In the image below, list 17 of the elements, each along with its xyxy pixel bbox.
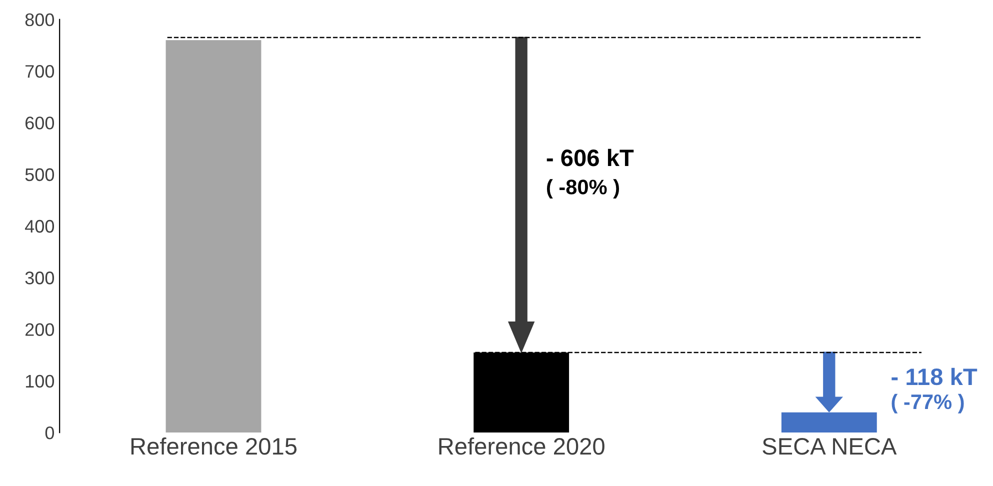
y-tick-label: 500: [25, 168, 54, 182]
x-tick-label: SECA NECA: [762, 438, 897, 455]
y-tick-label: 800: [25, 13, 54, 26]
y-tick-label: 0: [45, 426, 54, 440]
annotation: ( -80% ): [546, 179, 619, 199]
y-tick-label: 400: [25, 220, 54, 233]
annotation: ( -77% ): [892, 394, 964, 414]
x-tick-label: Reference 2020: [439, 437, 604, 455]
x-tick-label: Reference 2015: [131, 437, 297, 455]
bar: [166, 40, 262, 433]
y-tick-label: 300: [25, 272, 54, 284]
annotation: - 118 kT: [892, 368, 978, 386]
y-tick-label: 600: [26, 116, 54, 130]
y-tick-label: 200: [26, 323, 54, 336]
y-tick-label: 700: [26, 65, 54, 78]
annotation: - 606 kT: [546, 148, 634, 166]
y-tick-label: 100: [26, 374, 54, 388]
